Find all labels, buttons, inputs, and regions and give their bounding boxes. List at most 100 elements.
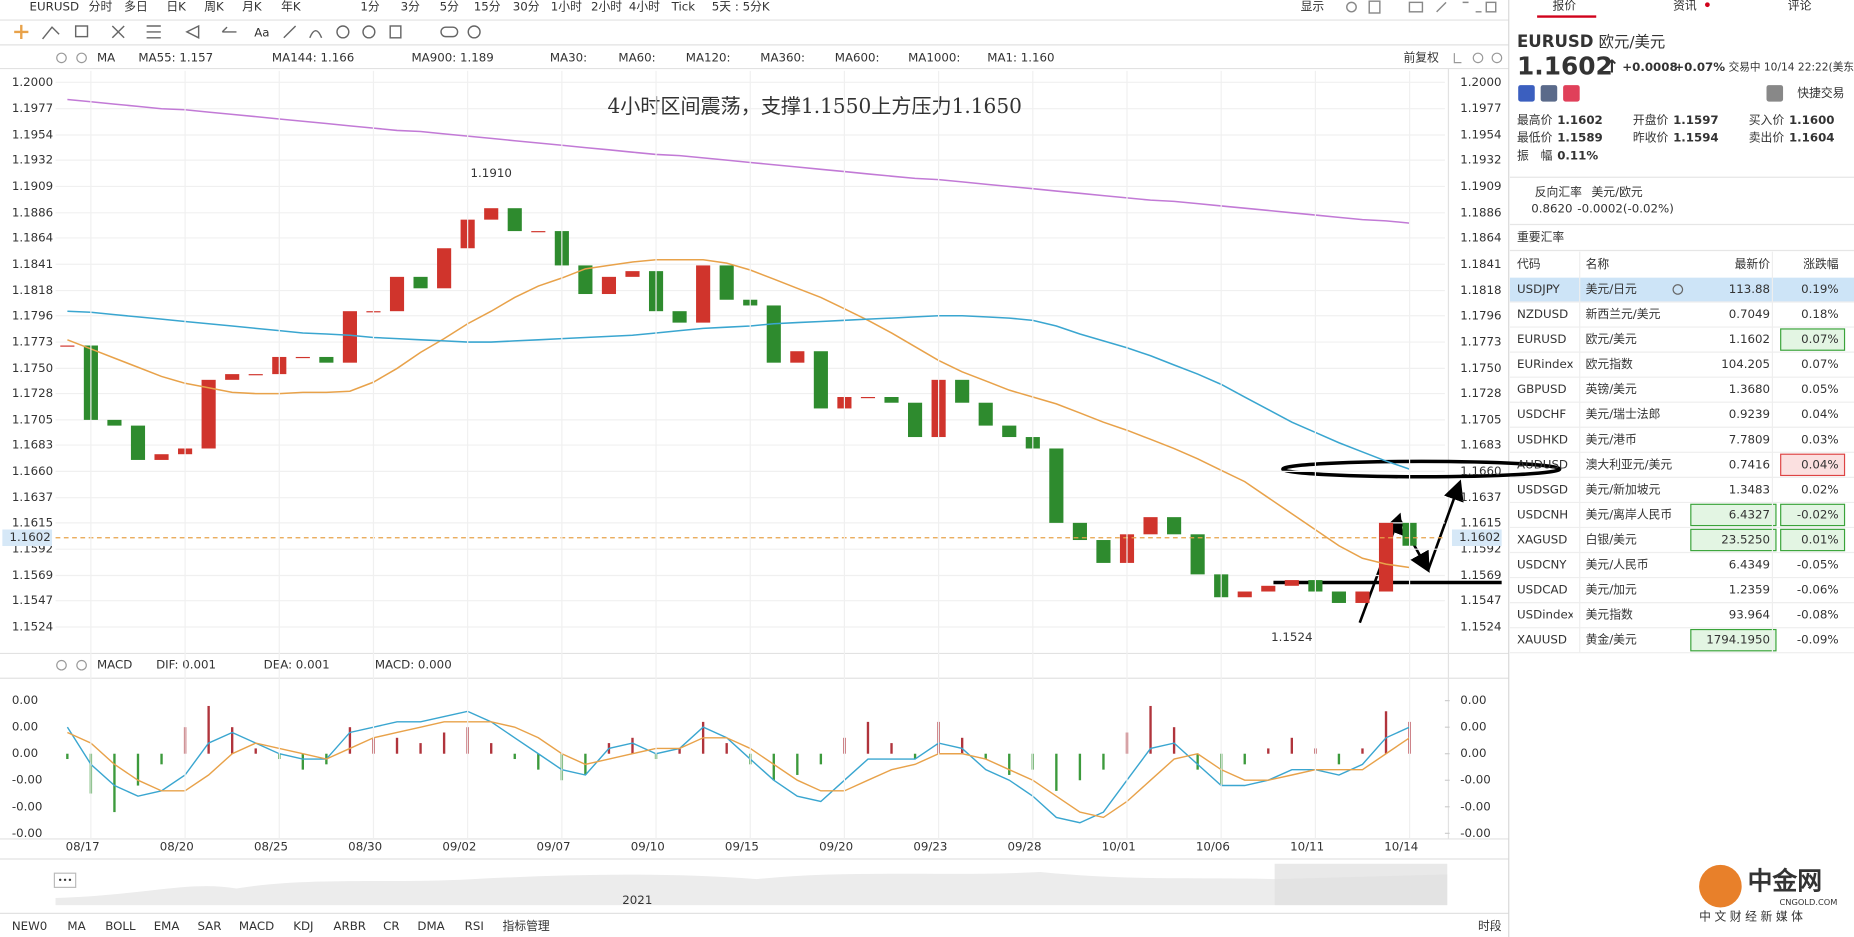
indicator-value: MA1: 1.160 (987, 50, 1054, 64)
indicator-tab[interactable]: MACD (239, 919, 274, 933)
candle (1072, 522, 1087, 541)
x-tick-label: 09/28 (1008, 840, 1042, 854)
table-header: 名称 (1586, 257, 1610, 271)
quick-trade[interactable]: 快捷交易 (1797, 86, 1844, 100)
candle (342, 311, 357, 363)
candle (319, 356, 334, 363)
y-tick-label: 1.1705 (12, 412, 53, 426)
period-tab[interactable]: 周K (204, 0, 224, 14)
indicator-tab[interactable]: EMA (154, 919, 180, 933)
pair-name: 澳大利亚元/美元 (1586, 457, 1673, 471)
indicator-tab[interactable]: BOLL (105, 919, 136, 933)
period-tab[interactable]: 月K (242, 0, 262, 14)
period-tab[interactable]: 1小时 (551, 0, 582, 14)
timeline-more: ••• (58, 875, 73, 885)
y-tick-label: 1.1932 (12, 153, 53, 167)
pair-name: 白银/美元 (1586, 532, 1637, 546)
pair-code[interactable]: GBPUSD (1517, 382, 1567, 396)
stat-value: 1.1589 (1557, 131, 1603, 145)
indicator-tab[interactable]: 指标管理 (503, 919, 550, 933)
period-tab[interactable]: 3分 (401, 0, 421, 14)
indicator-tab[interactable]: MA (67, 919, 85, 933)
range-select[interactable]: 5天 : 5分K (712, 0, 770, 14)
pair-code[interactable]: USDJPY (1517, 282, 1561, 296)
pair-code[interactable]: USDHKD (1517, 432, 1568, 446)
indicator-tab[interactable]: SAR (197, 919, 221, 933)
period-tab[interactable]: 2小时 (591, 0, 622, 14)
panel-tab[interactable]: 报价 (1553, 0, 1577, 12)
period-tab[interactable]: 1分 (360, 0, 380, 14)
session-tab[interactable]: 时段 (1478, 919, 1502, 933)
pair-code[interactable]: XAGUSD (1517, 532, 1567, 546)
period-tab[interactable]: 30分 (513, 0, 540, 14)
period-tab[interactable]: 5分 (440, 0, 460, 14)
pair-code[interactable]: USDSGD (1517, 482, 1568, 496)
watch-icon[interactable] (1672, 284, 1684, 295)
pair-code[interactable]: USDCAD (1517, 583, 1568, 597)
stat-value: 1.1604 (1789, 131, 1835, 145)
quote-symbol: EURUSD (1517, 32, 1594, 51)
quote-icons[interactable] (1518, 85, 1784, 102)
indicator-tab[interactable]: RSI (465, 919, 484, 933)
pair-code[interactable]: EURindex (1517, 357, 1574, 371)
candle (766, 305, 781, 363)
indicator-tab[interactable]: DMA (417, 919, 444, 933)
candle (248, 374, 263, 376)
drawing-tools[interactable] (14, 24, 481, 40)
y-tick-label: 1.1728 (1460, 386, 1501, 400)
window-icons[interactable] (1346, 0, 1497, 14)
pair-code[interactable]: USDindex (1517, 608, 1575, 622)
y-tick-label: 1.1547 (12, 593, 53, 607)
pair-code[interactable]: USDCNY (1517, 558, 1567, 572)
current-price-label: 1.1602 (9, 530, 50, 544)
pair-code[interactable]: EURUSD (1517, 332, 1567, 346)
period-tab[interactable]: 分时 (89, 0, 113, 14)
pair-change: 0.02% (1801, 482, 1838, 496)
change-highlight (1690, 528, 1777, 552)
indicator-tab[interactable]: CR (383, 919, 399, 933)
indicator-tab[interactable]: KDJ (293, 919, 313, 933)
y-tick-label: 1.1569 (1460, 568, 1501, 582)
y-tick-label: 1.1569 (12, 568, 53, 582)
indicator-value: MA360: (760, 50, 805, 64)
y-tick-label: 1.1750 (12, 361, 53, 375)
pair-code[interactable]: NZDUSD (1517, 307, 1568, 321)
period-tab[interactable]: 日K (166, 0, 186, 14)
pair-price: 113.88 (1729, 282, 1770, 296)
indicator-tab[interactable]: ARBR (333, 919, 366, 933)
period-tab[interactable]: 4小时 (629, 0, 660, 14)
pair-price: 7.7809 (1729, 432, 1770, 446)
x-tick-label: 09/02 (442, 840, 476, 854)
indicator-value: MA600: (835, 50, 880, 64)
y-tick-label: -0.00 (1460, 826, 1491, 840)
candle (484, 208, 499, 220)
display-menu[interactable]: 显示 (1301, 0, 1325, 14)
candle (389, 276, 405, 312)
y-tick-label: 1.1615 (1460, 515, 1501, 529)
pair-code[interactable]: XAUUSD (1517, 633, 1567, 647)
pair-code[interactable]: USDCNH (1517, 507, 1568, 521)
y-tick-label: 1.1773 (1460, 335, 1501, 349)
adjust-mode[interactable]: 前复权 (1404, 50, 1440, 64)
y-tick-label: 1.1705 (1460, 412, 1501, 426)
indicator-tab[interactable]: NEW0 (12, 919, 47, 933)
candle (130, 425, 146, 460)
candle (1167, 517, 1182, 535)
pair-code[interactable]: USDCHF (1517, 407, 1566, 421)
quote-change: +0.0008 (1622, 60, 1677, 74)
timeline-more[interactable] (53, 872, 77, 888)
pair-code[interactable]: AUDUSD (1517, 457, 1568, 471)
indicator-icons[interactable] (56, 52, 1503, 671)
panel-tab[interactable]: 评论 (1788, 0, 1812, 12)
timeline-window[interactable] (1274, 863, 1448, 906)
price-annotation: 1.1524 (1271, 630, 1312, 644)
reverse-pair[interactable]: 美元/欧元 (1592, 185, 1643, 199)
period-tab[interactable]: 多日 (124, 0, 148, 14)
quote-arrow: ↑ (1605, 57, 1620, 77)
font-tool[interactable]: Aa (254, 26, 269, 40)
period-tab[interactable]: Tick (671, 0, 696, 14)
period-tab[interactable]: 15分 (474, 0, 501, 14)
period-tab[interactable]: 年K (281, 0, 301, 14)
candle (1284, 580, 1299, 586)
panel-tab[interactable]: 资讯 (1673, 0, 1697, 12)
